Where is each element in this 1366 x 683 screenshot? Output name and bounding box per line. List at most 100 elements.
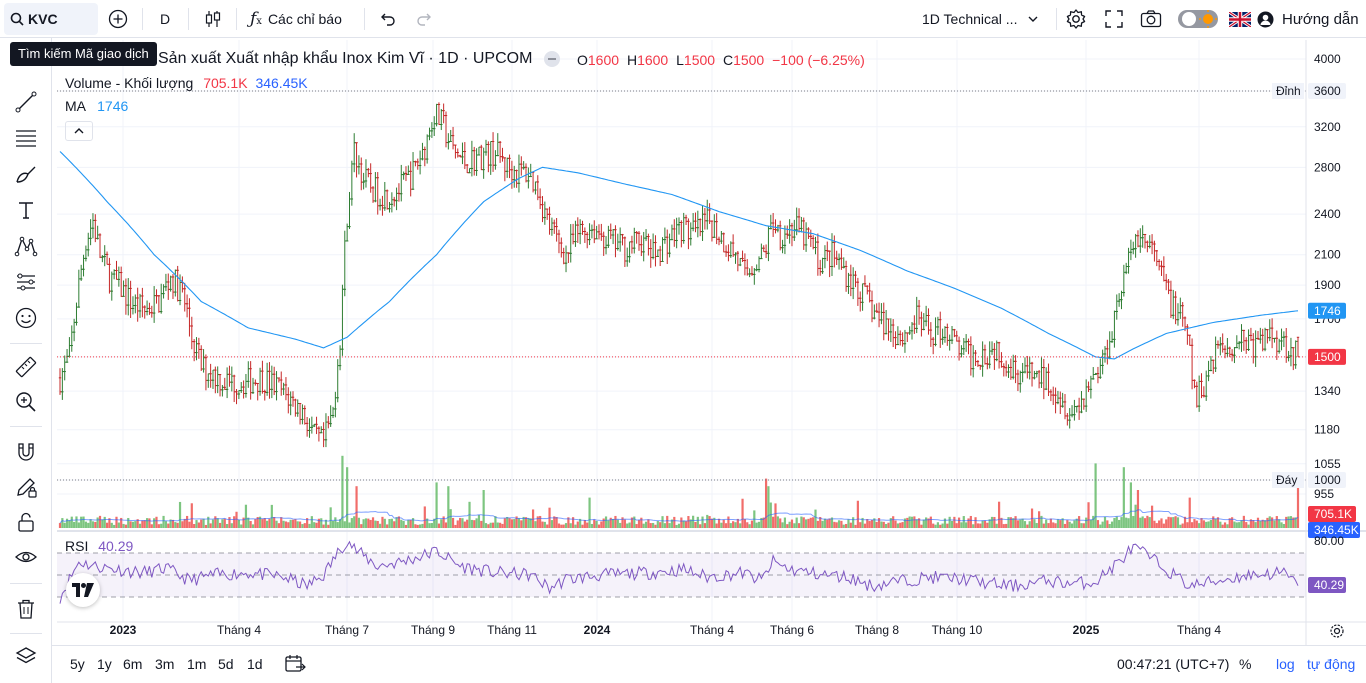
volume-bar: [209, 523, 212, 528]
magnet-tool[interactable]: [12, 438, 40, 466]
theme-toggle[interactable]: [1177, 0, 1219, 38]
range-button-1m[interactable]: 1m: [187, 656, 207, 672]
volume-bar: [948, 516, 951, 528]
object-tree-tool[interactable]: [12, 643, 40, 671]
volume-bar: [988, 519, 991, 528]
volume-bar: [701, 516, 704, 528]
delete-drawings-tool[interactable]: [12, 595, 40, 623]
volume-bar: [1162, 523, 1165, 528]
indicators-button[interactable]: ƒx Các chỉ báo: [250, 0, 342, 38]
layout-dropdown[interactable]: 1D Technical ...: [922, 0, 1039, 38]
volume-bar: [94, 521, 97, 528]
ma-label: MA: [65, 98, 86, 114]
volume-bar: [444, 522, 448, 528]
range-button-5y[interactable]: 5y: [70, 656, 85, 672]
volume-bar: [1113, 518, 1116, 528]
tradingview-logo[interactable]: [66, 573, 100, 607]
volume-bar: [338, 519, 342, 528]
zoom-tool[interactable]: [12, 388, 40, 416]
volume-bar: [967, 518, 970, 528]
brush-tool[interactable]: [12, 160, 40, 188]
volume-bar: [567, 517, 570, 528]
volume-bar: [291, 519, 295, 528]
volume-bar: [1263, 520, 1267, 528]
time-tick-label: Tháng 11: [487, 623, 537, 637]
range-button-3m[interactable]: 3m: [155, 656, 175, 672]
volume-bar: [1075, 518, 1078, 528]
volume-bar: [856, 500, 859, 528]
volume-bar: [927, 518, 930, 528]
volume-bar: [247, 517, 250, 528]
volume-bar: [906, 517, 909, 528]
prediction-tool[interactable]: [12, 268, 40, 296]
volume-bar: [1167, 516, 1170, 528]
rsi-legend[interactable]: RSI 40.29: [65, 538, 133, 554]
volume-bar: [390, 518, 393, 528]
volume-bar: [282, 520, 285, 528]
chart-type-button[interactable]: [203, 0, 223, 38]
pattern-tool[interactable]: [12, 232, 40, 260]
volume-bar: [654, 524, 657, 528]
volume-bar: [854, 524, 857, 528]
price-candles: [58, 102, 1300, 448]
toolbar-divider: [236, 8, 237, 30]
volume-bar: [993, 516, 996, 528]
volume-bar: [110, 522, 113, 528]
log-scale-toggle[interactable]: log: [1276, 656, 1295, 672]
volume-bar: [814, 509, 817, 528]
screenshot-button[interactable]: [1140, 0, 1162, 38]
symbol-search-button[interactable]: KVC: [4, 3, 98, 35]
icon-tool[interactable]: [12, 304, 40, 332]
volume-bar: [607, 520, 610, 528]
add-symbol-button[interactable]: [108, 0, 128, 38]
interval-button[interactable]: D: [160, 11, 171, 27]
volume-legend[interactable]: Volume - Khối lượng 705.1K 346.45K: [65, 75, 308, 91]
settings-button[interactable]: [1065, 0, 1087, 38]
volume-bar: [251, 524, 255, 528]
ma-price-badge: 1746: [1314, 304, 1341, 318]
undo-button[interactable]: [378, 0, 396, 38]
legend-toggle[interactable]: [543, 50, 561, 71]
range-button-6m[interactable]: 6m: [123, 656, 143, 672]
volume-bar: [590, 523, 594, 528]
help-button[interactable]: Hướng dẫn: [1257, 0, 1359, 38]
date-range-button[interactable]: [284, 654, 306, 677]
fib-tool[interactable]: [12, 124, 40, 152]
language-button[interactable]: [1229, 0, 1251, 38]
volume-bar: [357, 517, 361, 528]
redo-button[interactable]: [416, 0, 434, 38]
volume-label: Volume - Khối lượng: [65, 75, 194, 91]
volume-bar: [364, 518, 368, 528]
range-button-1y[interactable]: 1y: [97, 656, 112, 672]
volume-bar: [741, 498, 744, 528]
volume-bar: [644, 521, 648, 528]
volume-bar: [680, 517, 683, 528]
lock-drawings-tool[interactable]: [12, 508, 40, 536]
measure-tool[interactable]: [12, 353, 40, 381]
range-button-5d[interactable]: 5d: [218, 656, 234, 672]
text-tool[interactable]: [12, 196, 40, 224]
volume-bar: [586, 522, 589, 528]
percent-scale-toggle[interactable]: %: [1239, 656, 1252, 672]
volume-bar: [129, 521, 132, 528]
volume-bar: [440, 519, 443, 528]
volume-bar: [353, 516, 356, 528]
volume-bar: [609, 517, 612, 528]
range-button-1d[interactable]: 1d: [247, 656, 263, 672]
auto-scale-toggle[interactable]: tự động: [1307, 656, 1356, 672]
volume-bar: [1176, 517, 1180, 528]
drawing-mode-tool[interactable]: [12, 473, 40, 501]
volume-bar: [790, 519, 794, 528]
trend-line-tool[interactable]: [12, 88, 40, 116]
volume-bar: [1127, 518, 1130, 528]
ma-legend[interactable]: MA 1746: [65, 98, 128, 114]
search-icon: [10, 12, 24, 26]
volume-bar: [920, 524, 923, 528]
volume-bar: [892, 516, 895, 528]
clock-timezone[interactable]: 00:47:21 (UTC+7): [1117, 656, 1230, 672]
hide-drawings-tool[interactable]: [12, 543, 40, 571]
volume-bar: [360, 524, 363, 528]
fullscreen-button[interactable]: [1104, 0, 1124, 38]
collapse-legend-button[interactable]: [65, 121, 93, 141]
